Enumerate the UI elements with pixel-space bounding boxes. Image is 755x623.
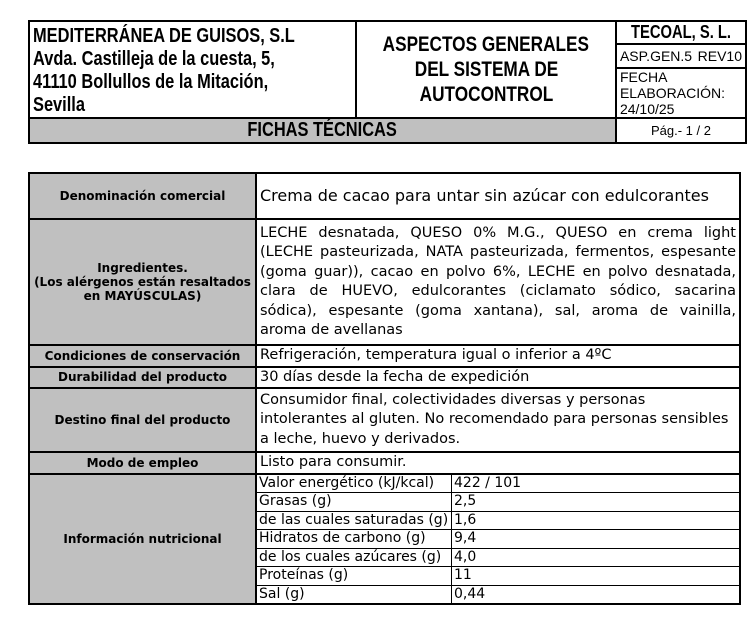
page-cell: Pág.- 1 / 2 (614, 117, 747, 144)
table-row: Durabilidad del producto 30 días desde l… (28, 365, 741, 389)
nutrition-table: Valor energético (kJ/kcal) 422 / 101 Gras… (257, 474, 739, 603)
company-address: Avda. Castilleja de la cuesta, 5, (33, 47, 275, 70)
nutrient-value: 9,4 (451, 529, 739, 549)
nutrient-value: 2,5 (451, 492, 739, 512)
shelf-life-value: 30 días desde la fecha de expedición (255, 365, 741, 389)
document-code: ASP.GEN.5 (619, 48, 693, 64)
nutrient-name: Hidratos de carbono (g) (257, 529, 452, 549)
title-line: DEL SISTEMA DE (414, 58, 558, 81)
allergen-note: (Los alérgenos están resaltados en MAYÚS… (34, 275, 251, 303)
supplier-name: TECOAL, S. L. (630, 22, 732, 42)
nutrient-value: 4,0 (451, 548, 739, 567)
nutrition-row: Grasas (g) 2,5 (257, 492, 739, 512)
code-cell: ASP.GEN.5 REV10 (614, 43, 747, 69)
elaboration-date: FECHA ELABORACIÓN: 24/10/25 (619, 69, 725, 117)
usage-value: Listo para consumir. (255, 451, 741, 475)
page-number: Pág.- 1 / 2 (650, 123, 711, 138)
table-row: Modo de empleo Listo para consumir. (28, 451, 741, 475)
nutrition-row: Hidratos de carbono (g) 9,4 (257, 529, 739, 549)
table-row: Destino final del producto Consumidor fi… (28, 387, 741, 453)
nutrition-row: Sal (g) 0,44 (257, 585, 739, 603)
supplier-cell: TECOAL, S. L. (614, 20, 747, 45)
nutrient-value: 0,44 (454, 585, 486, 602)
title-line: AUTOCONTROL (419, 83, 553, 106)
company-name: MEDITERRÁNEA DE GUISOS, S.L (33, 24, 295, 47)
nutrient-name: Sal (g) (257, 585, 452, 603)
document-header: MEDITERRÁNEA DE GUISOS, S.L Avda. Castil… (27, 20, 747, 144)
nutrition-row: de los cuales azúcares (g) 4,0 (257, 548, 739, 567)
table-row: Información nutricional Valor energético… (28, 472, 741, 605)
nutrient-name: de los cuales azúcares (g) (257, 548, 452, 567)
company-info: MEDITERRÁNEA DE GUISOS, S.L Avda. Castil… (27, 20, 358, 119)
row-label: Información nutricional (28, 472, 257, 605)
section-cell: FICHAS TÉCNICAS (28, 117, 617, 144)
company-city: 41110 Bollullos de la Mitación, (33, 70, 269, 93)
nutrient-value: 1,6 (451, 511, 739, 530)
revision: REV10 (697, 48, 742, 64)
section-title: FICHAS TÉCNICAS (247, 119, 398, 141)
nutrient-name: Grasas (g) (257, 492, 452, 512)
row-label: Denominación comercial (28, 172, 257, 220)
nutrition-row: Valor energético (kJ/kcal) 422 / 101 (257, 474, 739, 493)
ingredients-value: LECHE desnatada, QUESO 0% M.G., QUESO en… (255, 218, 741, 346)
table-row: Denominación comercial Crema de cacao pa… (28, 172, 741, 220)
row-label: Modo de empleo (28, 451, 257, 475)
nutrition-cell: Valor energético (kJ/kcal) 422 / 101 Gras… (255, 472, 741, 605)
product-name: Crema de cacao para untar sin azúcar con… (255, 172, 741, 220)
date-cell: FECHA ELABORACIÓN: 24/10/25 (614, 67, 747, 119)
row-label: Condiciones de conservación (28, 344, 257, 368)
nutrient-name: Proteínas (g) (257, 566, 452, 586)
nutrient-name: Valor energético (kJ/kcal) (257, 474, 452, 493)
storage-value: Refrigeración, temperatura igual o infer… (255, 344, 741, 368)
nutrition-row: Proteínas (g) 11 (257, 566, 739, 586)
document-title: ASPECTOS GENERALES DEL SISTEMA DE AUTOCO… (355, 20, 617, 119)
nutrient-value: 422 / 101 (451, 474, 739, 493)
row-label: Ingredientes. (Los alérgenos están resalt… (28, 218, 257, 346)
nutrient-name: de las cuales saturadas (g) (257, 511, 452, 530)
title-line: ASPECTOS GENERALES (382, 33, 590, 56)
nutrition-row: de las cuales saturadas (g) 1,6 (257, 511, 739, 530)
nutrient-value: 11 (451, 566, 739, 586)
row-label: Durabilidad del producto (28, 365, 257, 389)
ingredients-label: Ingredientes. (97, 261, 188, 275)
company-province: Sevilla (33, 93, 85, 116)
destination-value: Consumidor final, colectividades diversa… (255, 387, 741, 453)
row-label: Destino final del producto (28, 387, 257, 453)
technical-sheet: Denominación comercial Crema de cacao pa… (28, 172, 741, 605)
table-row: Ingredientes. (Los alérgenos están resalt… (28, 218, 741, 346)
table-row: Condiciones de conservación Refrigeració… (28, 344, 741, 368)
